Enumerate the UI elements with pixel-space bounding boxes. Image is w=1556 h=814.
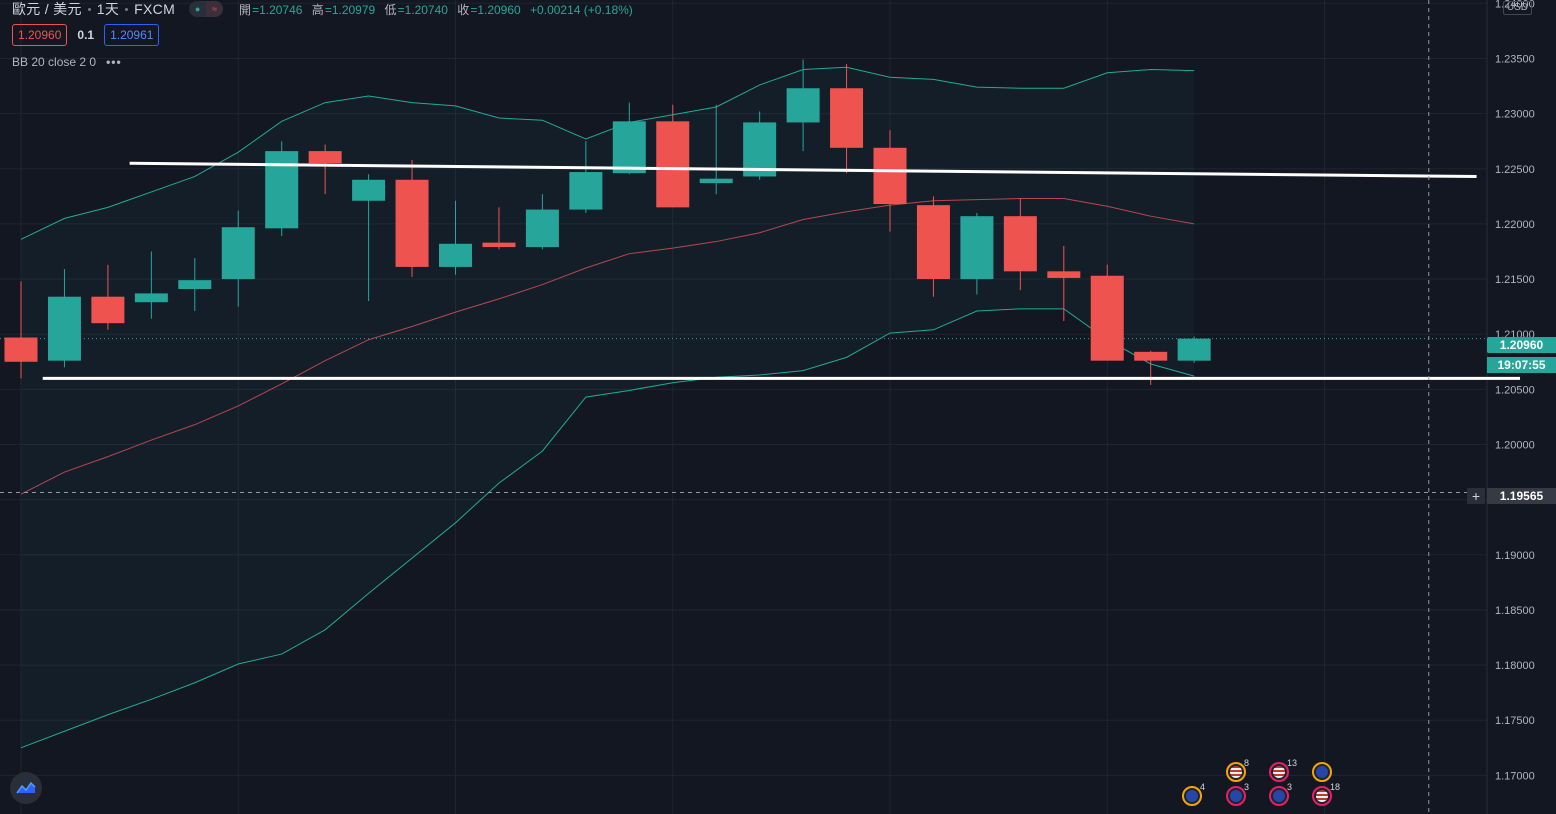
eu-flag-icon xyxy=(1316,766,1328,778)
price-axis-tick: 1.22500 xyxy=(1495,164,1535,176)
bb-band-fill xyxy=(21,67,1195,748)
spread-value: 0.1 xyxy=(77,28,95,42)
add-order-plus-icon[interactable]: + xyxy=(1467,488,1485,504)
separator-dot xyxy=(125,7,129,11)
event-count: 3 xyxy=(1244,782,1250,792)
candle-body xyxy=(699,178,733,184)
candle-body xyxy=(569,172,603,210)
economic-event-eu-flag-icon[interactable]: 3 xyxy=(1269,782,1292,806)
bb-basis-line xyxy=(20,198,1195,495)
economic-event-us-flag-icon[interactable]: 8 xyxy=(1226,758,1249,782)
interval-label[interactable]: 1天 xyxy=(96,1,120,17)
price-axis-tick: 1.18500 xyxy=(1495,605,1535,617)
price-axis-tick: 1.24000 xyxy=(1495,0,1535,10)
candle-body xyxy=(830,88,864,148)
economic-event-us-flag-icon[interactable]: 13 xyxy=(1269,758,1297,782)
economic-event-eu-flag-icon[interactable]: 3 xyxy=(1226,782,1249,806)
buy-price-button[interactable]: 1.20961 xyxy=(104,24,160,46)
candle-body xyxy=(960,216,994,280)
candle-body xyxy=(786,88,820,123)
currency-label[interactable]: USD xyxy=(1502,1,1532,15)
us-flag-icon xyxy=(1230,766,1242,778)
ohlc-low: 低=1.20740 xyxy=(384,2,448,17)
exchange-label[interactable]: FXCM xyxy=(134,1,176,17)
candle-body xyxy=(656,121,690,208)
candle-body xyxy=(1177,338,1211,361)
candle-body xyxy=(1003,216,1037,272)
sell-price-button[interactable]: 1.20960 xyxy=(12,24,68,46)
indicator-label[interactable]: BB 20 close 2 0 xyxy=(12,55,97,69)
candle-body xyxy=(308,151,342,164)
candle-body xyxy=(916,205,950,280)
indicator-legend: BB 20 close 2 0 ••• xyxy=(12,55,122,69)
candle-body xyxy=(47,296,81,361)
price-axis-tick: 1.21500 xyxy=(1495,274,1535,286)
candle-body xyxy=(482,242,516,248)
candle-body xyxy=(134,293,168,303)
event-count: 8 xyxy=(1244,758,1250,768)
ohlc-change: +0.00214 (+0.18%) xyxy=(530,2,633,17)
price-axis-tick: 1.18000 xyxy=(1495,660,1535,672)
trendline xyxy=(129,161,1477,178)
candle-body xyxy=(395,179,429,267)
eu-flag-icon xyxy=(1273,790,1285,802)
economic-event-us-flag-icon[interactable]: 18 xyxy=(1312,782,1340,806)
price-axis-tick: 1.20500 xyxy=(1495,384,1535,396)
price-axis-tick: 1.20000 xyxy=(1495,440,1535,452)
ohlc-close: 收=1.20960 xyxy=(457,2,521,17)
economic-event-eu-flag-icon[interactable] xyxy=(1312,762,1332,782)
price-axis-tick: 1.23500 xyxy=(1495,53,1535,65)
ohlc-values: 開=1.20746 高=1.20979 低=1.20740 收=1.20960 … xyxy=(239,1,639,18)
market-wave-icon: ≈ xyxy=(206,1,224,17)
separator-dot xyxy=(87,7,91,11)
candle-body xyxy=(265,151,299,229)
symbol-name[interactable]: 歐元 / 美元 xyxy=(12,1,82,17)
market-open-icon: ● xyxy=(194,4,201,14)
candle-body xyxy=(178,280,212,289)
eu-flag-icon xyxy=(1230,790,1242,802)
price-axis-tick: 1.17500 xyxy=(1495,715,1535,727)
candle-body xyxy=(439,243,472,267)
tradingview-logo-icon[interactable] xyxy=(10,772,42,804)
candle-body xyxy=(1090,275,1124,361)
candle-body xyxy=(4,337,38,362)
candle-body xyxy=(1134,351,1168,361)
ohlc-open: 開=1.20746 xyxy=(239,2,303,17)
candle-body xyxy=(1047,271,1081,278)
bar-countdown-tag: 19:07:55 xyxy=(1487,357,1556,373)
crosshair-price-tag: 1.19565 xyxy=(1487,488,1556,504)
candle-body xyxy=(221,227,255,280)
us-flag-icon xyxy=(1273,766,1285,778)
candle-body xyxy=(743,122,777,177)
more-options-icon[interactable]: ••• xyxy=(106,55,122,69)
trade-buttons: 1.20960 0.1 1.20961 xyxy=(12,24,160,46)
event-count: 3 xyxy=(1287,782,1293,792)
event-count: 4 xyxy=(1200,782,1206,792)
candle-body xyxy=(612,121,646,174)
price-axis-tick: 1.17000 xyxy=(1495,770,1535,782)
last-price-tag: 1.20960 xyxy=(1487,337,1556,353)
us-flag-icon xyxy=(1316,790,1328,802)
symbol-legend: 歐元 / 美元 1天 FXCM ● ≈ 開=1.20746 高=1.20979 … xyxy=(12,0,639,18)
price-axis-tick: 1.19000 xyxy=(1495,550,1535,562)
candle-body xyxy=(352,179,386,201)
price-axis-tick: 1.22000 xyxy=(1495,219,1535,231)
event-count: 13 xyxy=(1287,758,1298,768)
market-status-toggle[interactable]: ● ≈ xyxy=(189,1,224,17)
price-axis-tick: 1.23000 xyxy=(1495,109,1535,121)
event-count: 18 xyxy=(1330,782,1341,792)
candle-body xyxy=(91,296,125,324)
economic-event-eu-flag-icon[interactable]: 4 xyxy=(1182,782,1205,806)
candle-body xyxy=(525,209,559,248)
ohlc-high: 高=1.20979 xyxy=(311,2,376,17)
eu-flag-icon xyxy=(1186,790,1198,802)
bb-lower-line xyxy=(20,308,1195,749)
candle-body xyxy=(873,147,907,205)
